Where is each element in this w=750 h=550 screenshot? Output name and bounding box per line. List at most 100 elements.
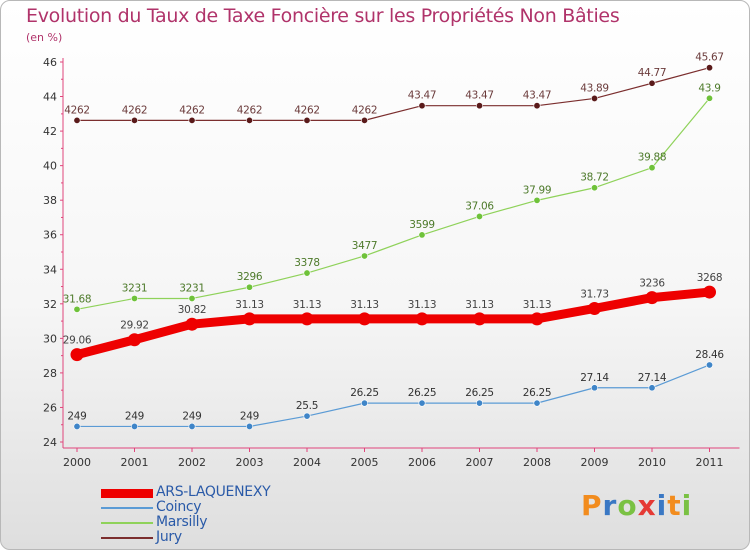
series-line-marsilly xyxy=(76,97,711,310)
legend-label: Coincy xyxy=(156,499,202,515)
data-label-jury: 4262 xyxy=(122,104,148,116)
data-point-ars-laquenexy xyxy=(415,312,429,326)
legend-swatch xyxy=(101,522,153,524)
data-point-jury xyxy=(246,116,254,124)
proxiti-logo: Proxiti xyxy=(581,489,692,522)
data-point-ars-laquenexy xyxy=(243,312,256,326)
data-point-coincy xyxy=(648,384,656,392)
x-tick-label: 2002 xyxy=(178,456,206,469)
data-point-ars-laquenexy xyxy=(128,333,141,347)
logo-letter: o xyxy=(617,489,638,522)
data-label-ars-laquenexy: 31.13 xyxy=(523,299,552,311)
data-point-jury xyxy=(533,102,541,110)
data-label-coincy: 249 xyxy=(125,410,144,422)
data-point-marsilly xyxy=(188,294,196,302)
x-tick-label: 2005 xyxy=(351,456,379,469)
data-point-jury xyxy=(648,79,656,87)
data-point-coincy xyxy=(73,422,81,430)
data-label-ars-laquenexy: 30.82 xyxy=(178,304,207,316)
data-label-ars-laquenexy: 29.06 xyxy=(63,335,92,347)
data-label-coincy: 26.25 xyxy=(350,387,379,399)
data-label-coincy: 249 xyxy=(182,410,201,422)
series-line-jury xyxy=(76,67,711,121)
data-point-ars-laquenexy xyxy=(473,312,486,326)
data-label-ars-laquenexy: 31.13 xyxy=(235,299,264,311)
data-point-ars-laquenexy xyxy=(358,312,371,326)
data-label-marsilly: 3296 xyxy=(237,271,263,283)
data-label-coincy: 26.25 xyxy=(465,387,494,399)
data-point-marsilly xyxy=(590,184,598,192)
data-point-jury xyxy=(188,116,196,124)
y-tick-label: 24 xyxy=(43,436,57,449)
data-point-ars-laquenexy xyxy=(300,312,314,326)
data-label-marsilly: 3599 xyxy=(409,219,435,231)
series-line-ars-laquenexy xyxy=(72,287,714,360)
data-point-ars-laquenexy xyxy=(185,317,199,331)
data-label-coincy: 26.25 xyxy=(408,387,437,399)
data-point-coincy xyxy=(533,399,541,407)
data-label-ars-laquenexy: 3236 xyxy=(639,278,665,290)
unit-label: (en %) xyxy=(26,31,63,44)
y-tick-label: 46 xyxy=(43,56,57,69)
data-label-ars-laquenexy: 3268 xyxy=(697,272,723,284)
y-tick-label: 32 xyxy=(43,298,57,311)
chart-title: Evolution du Taux de Taxe Foncière sur l… xyxy=(26,5,620,27)
data-label-jury: 43.47 xyxy=(408,90,437,102)
data-point-marsilly xyxy=(418,231,426,239)
data-label-marsilly: 3378 xyxy=(294,257,320,269)
y-tick-label: 26 xyxy=(43,401,57,414)
x-tick-label: 2000 xyxy=(63,456,91,469)
data-label-ars-laquenexy: 31.13 xyxy=(293,299,322,311)
x-tick-label: 2003 xyxy=(236,456,264,469)
x-tick-label: 2001 xyxy=(121,456,149,469)
y-tick-label: 36 xyxy=(43,229,57,242)
data-point-marsilly xyxy=(475,212,483,220)
y-tick-label: 38 xyxy=(43,194,57,207)
data-point-marsilly xyxy=(705,94,713,102)
data-point-marsilly xyxy=(246,283,254,291)
x-tick-label: 2006 xyxy=(408,456,436,469)
data-label-jury: 4262 xyxy=(237,104,263,116)
data-label-coincy: 27.14 xyxy=(638,372,667,384)
data-point-jury xyxy=(418,102,426,110)
data-label-marsilly: 3477 xyxy=(352,240,378,252)
data-label-jury: 43.47 xyxy=(465,90,494,102)
data-label-marsilly: 37.99 xyxy=(523,184,552,196)
y-tick-label: 44 xyxy=(43,91,57,104)
data-point-jury xyxy=(360,116,368,124)
data-label-ars-laquenexy: 31.13 xyxy=(408,299,437,311)
y-tick-label: 30 xyxy=(43,332,57,345)
data-point-coincy xyxy=(131,422,139,430)
data-point-ars-laquenexy xyxy=(530,312,544,326)
data-label-jury: 4262 xyxy=(352,104,378,116)
data-point-coincy xyxy=(705,361,713,369)
y-tick-label: 42 xyxy=(43,125,57,138)
data-point-ars-laquenexy xyxy=(70,348,84,362)
data-label-ars-laquenexy: 29.92 xyxy=(120,320,149,332)
data-point-marsilly xyxy=(533,196,541,204)
data-label-jury: 4262 xyxy=(64,104,90,116)
data-point-coincy xyxy=(360,399,368,407)
data-label-marsilly: 39.88 xyxy=(638,152,667,164)
y-tick-label: 28 xyxy=(43,367,57,380)
legend-swatch xyxy=(101,537,153,539)
legend-label: Marsilly xyxy=(156,514,208,530)
legend-swatch xyxy=(101,507,153,509)
data-label-marsilly: 31.68 xyxy=(63,293,92,305)
data-label-ars-laquenexy: 31.13 xyxy=(465,299,494,311)
logo-letter: t xyxy=(667,489,682,522)
data-point-coincy xyxy=(590,384,598,392)
data-label-marsilly: 3231 xyxy=(179,282,205,294)
data-label-jury: 4262 xyxy=(179,104,205,116)
x-tick-label: 2010 xyxy=(638,456,666,469)
data-label-ars-laquenexy: 31.13 xyxy=(350,299,379,311)
x-tick-label: 2004 xyxy=(293,456,321,469)
data-point-coincy xyxy=(303,412,311,420)
logo-letter: i xyxy=(656,489,668,522)
y-tick-label: 40 xyxy=(43,160,57,173)
data-label-coincy: 26.25 xyxy=(523,387,552,399)
y-tick-label: 34 xyxy=(43,263,57,276)
data-label-jury: 44.77 xyxy=(638,67,667,79)
data-label-marsilly: 43.9 xyxy=(698,82,720,94)
x-tick-label: 2009 xyxy=(581,456,609,469)
